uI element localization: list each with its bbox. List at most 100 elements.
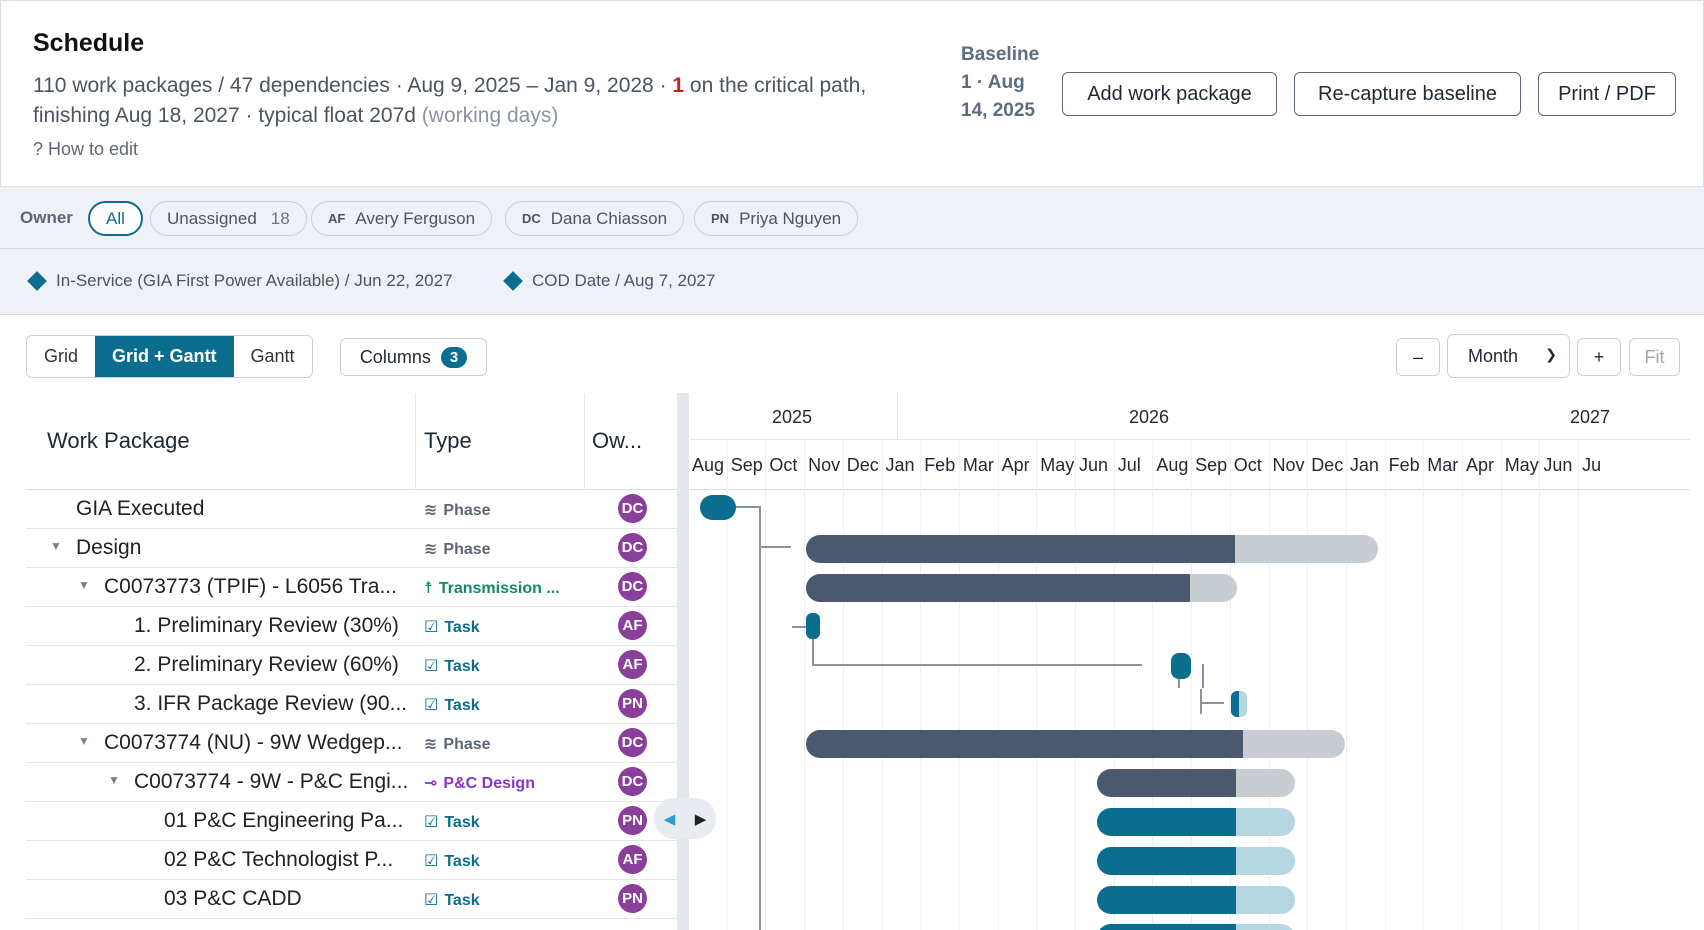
month-label: Mar (962, 455, 994, 475)
owner-pill-all[interactable]: All (88, 201, 143, 236)
owner-avatar[interactable]: AF (618, 650, 647, 679)
month-gridline (765, 440, 767, 930)
milestone-in-service[interactable]: In-Service (GIA First Power Available) /… (27, 271, 453, 291)
owner-pill-dana-chiasson[interactable]: DC Dana Chiasson (505, 201, 685, 236)
owner-avatar[interactable]: PN (618, 689, 647, 718)
table-row[interactable]: 03 P&C CADD ☑ Task PN (26, 880, 678, 919)
owner-pill-priya-nguyen[interactable]: PN Priya Nguyen (694, 201, 859, 236)
gantt-bar-gia-executed[interactable] (700, 495, 736, 520)
columns-button[interactable]: Columns 3 (340, 338, 487, 376)
view-gantt-tab[interactable]: Gantt (250, 346, 295, 366)
view-grid-gantt-tab[interactable]: Grid + Gantt (95, 336, 234, 377)
owner-avatar[interactable]: DC (618, 494, 647, 523)
fit-button[interactable]: Fit (1629, 338, 1680, 376)
work-package-name[interactable]: C0073773 (TPIF) - L6056 Tra... (104, 575, 397, 598)
dependency-link (759, 506, 761, 930)
gantt-bar-pc-engineering-pa[interactable] (1097, 808, 1295, 836)
work-package-name[interactable]: 01 P&C Engineering Pa... (164, 809, 404, 832)
column-divider[interactable] (584, 393, 585, 490)
work-package-name[interactable]: C0073774 (NU) - 9W Wedgep... (104, 731, 403, 754)
dependency-link (1200, 702, 1224, 704)
collapse-left-icon[interactable]: ◀ (663, 810, 676, 828)
month-label: May (1040, 455, 1075, 475)
gantt-bar-pc-cadd[interactable] (1097, 886, 1295, 914)
gantt-bar-ifr-review[interactable] (1231, 691, 1247, 717)
expand-caret-icon[interactable]: ▼ (78, 578, 90, 592)
month-gridline (1113, 440, 1115, 930)
month-gridline (1152, 440, 1154, 930)
print-pdf-button[interactable]: Print / PDF (1538, 72, 1676, 116)
table-row[interactable]: 3. IFR Package Review (90... ☑ Task PN (26, 685, 678, 724)
year-label: 2026 (1129, 407, 1170, 427)
pane-splitter[interactable] (677, 393, 689, 930)
year-label: 2027 (1570, 407, 1611, 427)
table-row[interactable]: 01 P&C Engineering Pa... ☑ Task PN (26, 802, 678, 841)
gantt-bar-c0073774-nu[interactable] (806, 730, 1345, 758)
table-row[interactable]: 2. Preliminary Review (60%) ☑ Task AF (26, 646, 678, 685)
table-row[interactable]: ▼ C0073773 (TPIF) - L6056 Tra... ☨ Transmis… (26, 568, 678, 607)
recapture-baseline-button[interactable]: Re-capture baseline (1294, 72, 1521, 116)
zoom-in-button[interactable]: + (1577, 338, 1621, 376)
type-label: Task (444, 853, 480, 870)
gantt-chart: 2025 2026 2027 Aug Sep Oct Nov Dec Jan Feb Mar A… (690, 393, 1690, 930)
month-label: Apr (1466, 455, 1495, 475)
gantt-bar-pc-engineering[interactable] (1097, 769, 1295, 797)
pill-label: Dana Chiasson (550, 208, 668, 228)
view-grid-tab[interactable]: Grid (44, 346, 79, 366)
gantt-bar-design[interactable] (806, 535, 1378, 563)
checkbox-icon: ☑ (424, 892, 439, 909)
milestone-cod-date[interactable]: COD Date / Aug 7, 2027 (503, 271, 715, 291)
column-header-owner[interactable]: Ow... (592, 428, 643, 453)
column-header-type[interactable]: Type (424, 428, 472, 453)
owner-avatar[interactable]: DC (618, 533, 647, 562)
add-work-package-button[interactable]: Add work package (1062, 72, 1277, 116)
owner-avatar[interactable]: DC (618, 728, 647, 757)
gantt-bar-next-task[interactable] (1097, 924, 1295, 930)
expand-caret-icon[interactable]: ▼ (50, 539, 62, 553)
gantt-bar-preliminary-30[interactable] (806, 613, 820, 639)
checkbox-icon: ☑ (424, 853, 439, 870)
month-label: Feb (1388, 455, 1420, 475)
work-package-name[interactable]: 02 P&C Technologist P... (164, 848, 394, 871)
owner-avatar[interactable]: DC (618, 572, 647, 601)
owner-pill-unassigned[interactable]: Unassigned 18 (150, 201, 307, 236)
expand-caret-icon[interactable]: ▼ (78, 734, 90, 748)
table-row[interactable]: ▼ C0073774 - 9W - P&C Engi... ⊸ P&C Design D… (26, 763, 678, 802)
zoom-out-button[interactable]: – (1396, 338, 1440, 376)
gantt-bar-preliminary-60[interactable] (1171, 653, 1191, 679)
expand-right-icon[interactable]: ▶ (694, 810, 707, 828)
work-package-name[interactable]: 2. Preliminary Review (60%) (134, 653, 399, 676)
critical-count: 1 (672, 74, 685, 97)
owner-avatar[interactable]: AF (618, 611, 647, 640)
table-row[interactable]: ▼ Design ≋ Phase DC (26, 529, 678, 568)
table-row[interactable]: 02 P&C Technologist P... ☑ Task AF (26, 841, 678, 880)
pill-label: Priya Nguyen (739, 208, 842, 228)
column-divider[interactable] (415, 393, 416, 490)
gantt-bar-pc-technologist[interactable] (1097, 847, 1295, 875)
work-package-name[interactable]: C0073774 - 9W - P&C Engi... (134, 770, 409, 793)
table-row[interactable]: GIA Executed ≋ Phase DC (26, 490, 678, 529)
table-row[interactable]: ▼ C0073774 (NU) - 9W Wedgep... ≋ Phase DC (26, 724, 678, 763)
work-package-name[interactable]: 3. IFR Package Review (90... (134, 692, 408, 715)
how-to-edit-link[interactable]: ? How to edit (33, 139, 139, 159)
splitter-handle[interactable]: ◀ ▶ (654, 798, 716, 839)
owner-avatar[interactable]: AF (618, 845, 647, 874)
work-package-name[interactable]: Design (76, 536, 142, 559)
month-label: Jan (1349, 455, 1379, 475)
expand-caret-icon[interactable]: ▼ (108, 773, 120, 787)
owner-avatar[interactable]: DC (618, 767, 647, 796)
month-label: Nov (1272, 455, 1305, 475)
month-gridline (1075, 440, 1076, 930)
owner-avatar[interactable]: PN (618, 806, 647, 835)
gantt-bar-c0073773[interactable] (806, 574, 1237, 602)
zoom-level-select[interactable]: Month ❯ (1447, 334, 1570, 378)
table-row[interactable]: 1. Preliminary Review (30%) ☑ Task AF (26, 607, 678, 646)
dependency-link (759, 546, 791, 548)
work-package-name[interactable]: GIA Executed (76, 497, 205, 520)
work-package-name[interactable]: 03 P&C CADD (164, 887, 302, 910)
month-gridline (1423, 440, 1425, 930)
owner-avatar[interactable]: PN (618, 884, 647, 913)
owner-pill-avery-ferguson[interactable]: AF Avery Ferguson (311, 201, 493, 236)
column-header-work-package[interactable]: Work Package (47, 428, 190, 453)
work-package-name[interactable]: 1. Preliminary Review (30%) (134, 614, 399, 637)
